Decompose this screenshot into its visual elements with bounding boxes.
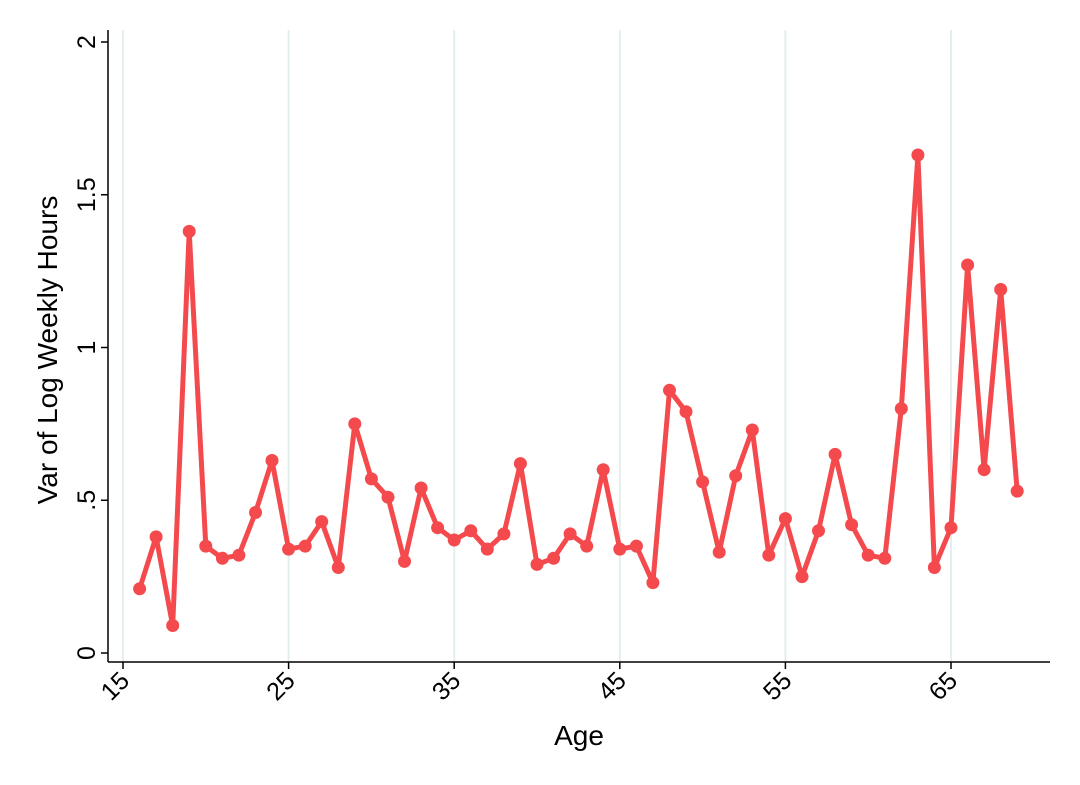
- data-point: [497, 527, 511, 541]
- data-point: [381, 490, 395, 504]
- series-layer: [133, 148, 1024, 632]
- data-point: [232, 548, 246, 562]
- data-point: [315, 515, 329, 529]
- x-axis-title: Age: [554, 720, 604, 751]
- data-point: [961, 258, 975, 272]
- data-point: [480, 542, 494, 556]
- data-point: [696, 475, 710, 489]
- data-point: [629, 539, 643, 553]
- data-point: [580, 539, 594, 553]
- data-point: [1010, 484, 1024, 498]
- data-point: [199, 539, 213, 553]
- data-point: [596, 463, 610, 477]
- data-point: [679, 405, 693, 419]
- data-point: [464, 524, 478, 538]
- y-tick-label: .5: [73, 490, 101, 511]
- data-point: [778, 512, 792, 526]
- data-point: [828, 447, 842, 461]
- data-point: [663, 383, 676, 397]
- data-point: [364, 472, 378, 486]
- data-point: [729, 469, 743, 483]
- data-point: [182, 224, 196, 238]
- data-point: [994, 283, 1008, 296]
- data-point: [563, 527, 577, 541]
- data-point: [166, 619, 180, 632]
- y-tick-label: 1.5: [73, 177, 101, 212]
- data-point: [613, 542, 627, 556]
- data-point: [762, 548, 776, 562]
- grid-lines: [122, 30, 952, 662]
- data-point: [414, 481, 428, 495]
- y-tick-label: 1: [73, 341, 101, 355]
- data-point: [530, 557, 544, 571]
- y-tick-label: 0: [73, 646, 101, 660]
- data-point: [861, 548, 875, 562]
- data-point: [547, 551, 561, 565]
- data-point: [646, 576, 660, 590]
- data-point: [911, 148, 925, 162]
- data-point: [431, 521, 445, 535]
- data-point: [812, 524, 825, 538]
- data-point: [845, 518, 859, 532]
- data-point: [894, 402, 908, 416]
- data-point: [927, 561, 941, 574]
- data-point: [712, 545, 726, 559]
- data-point: [944, 521, 958, 535]
- data-point: [149, 530, 163, 544]
- data-point: [331, 561, 345, 574]
- data-point: [249, 506, 262, 519]
- data-point: [282, 542, 296, 556]
- data-point: [878, 551, 892, 565]
- data-point: [298, 539, 312, 553]
- y-axis-title: Var of Log Weekly Hours: [32, 196, 63, 505]
- data-point: [265, 454, 279, 467]
- data-point: [745, 423, 759, 437]
- y-tick-label: 2: [73, 35, 101, 49]
- data-point: [133, 582, 147, 596]
- data-point: [215, 551, 229, 565]
- data-point: [977, 463, 991, 477]
- data-point: [447, 533, 461, 547]
- data-point: [348, 417, 362, 431]
- data-point: [513, 457, 527, 471]
- data-point: [795, 570, 809, 584]
- y-ticks: 0 .5 1 1.5 2: [73, 35, 108, 660]
- data-point: [398, 554, 411, 568]
